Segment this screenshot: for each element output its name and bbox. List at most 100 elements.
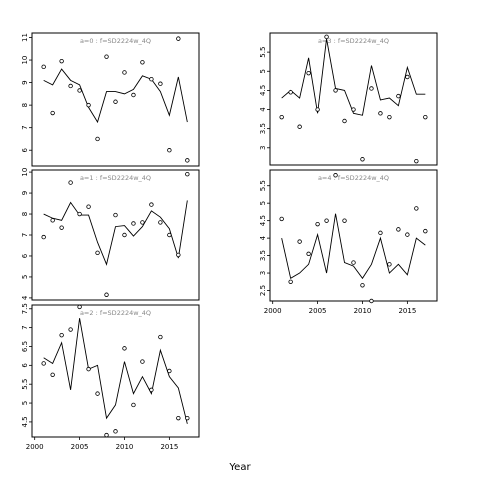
panel-4-point-16 [423,228,428,234]
panel-3-point-14 [405,74,410,80]
panel-0-point-3 [68,83,73,89]
panel-4-point-0 [279,216,284,222]
panel-0-point-14 [167,148,172,153]
panel-0-point-4 [77,88,82,93]
panel-1-ytick-label-1: 5 [21,275,29,279]
panel-2-frame [31,304,200,438]
panel-0-point-2 [59,58,64,64]
panel-1-point-10 [131,221,136,226]
panel-0-point-9 [122,70,127,75]
panel-2-point-15 [176,415,181,421]
panel-3-point-11 [378,111,383,116]
panel-0-ytick-label-4: 10 [21,56,29,65]
panel-0-fit-line [43,68,188,124]
panel-2-point-0 [41,361,46,366]
panel-0-point-10 [131,92,136,98]
panel-3-ytick-label-5: 5.5 [259,47,267,58]
panel-2-point-3 [68,327,73,332]
panel-0-ytick-label-0: 6 [21,147,29,152]
panel-2-point-11 [140,359,145,364]
panel-0-point-8 [113,99,118,104]
panel-4-xtick-label-1: 2005 [309,307,327,315]
panel-0-point-5 [86,102,91,108]
panel-3-point-12 [387,114,392,120]
panel-4-ytick-label-0: 2.5 [259,285,267,296]
panel-1-ytick-label-0: 4 [21,295,29,300]
panel-4-ytick-label-6: 5.5 [259,180,267,191]
panel-4: a=4 : f=SD2224w_4Q 2.5 3 3.5 4 4.5 5 5.5 2000 200… [259,169,438,315]
panel-3-point-1 [288,90,293,95]
panel-0-point-12 [149,77,154,82]
panel-4-point-7 [342,218,347,223]
panel-2-point-4 [77,304,82,310]
panel-2-ytick-label-1: 5 [21,401,29,405]
panel-2-point-7 [104,432,109,438]
panel-2-point-6 [95,391,100,396]
panel-2-title: a=2 : f=SD2224w_4Q [80,309,151,317]
panel-3-point-6 [333,88,338,93]
panel-2-ytick-label-2: 5.5 [21,379,29,390]
panel-1-ytick-label-4: 8 [21,212,29,216]
panel-1-point-4 [77,211,82,217]
panel-2-ytick-label-5: 7 [21,325,29,329]
panel-4-point-8 [351,260,356,265]
panel-1-point-3 [68,180,73,185]
panel-4-point-9 [360,283,365,288]
panel-2-xtick-label-2: 2010 [116,443,134,451]
panel-1-ytick-label-5: 9 [21,191,29,195]
panel-4-xtick-label-3: 2015 [398,307,416,315]
panel-2-xtick-label-1: 2005 [71,443,89,451]
panel-0-ytick-label-1: 7 [21,125,29,129]
panel-2-point-5 [86,366,91,372]
panel-1-ytick-label-3: 7 [21,233,29,237]
panel-4-ytick-label-3: 4 [259,235,267,240]
panel-4-point-2 [297,239,302,244]
panel-4-point-12 [387,262,392,267]
panel-0-point-6 [95,136,100,142]
panel-2-point-14 [167,368,172,374]
panel-1-ytick-label-2: 6 [21,253,29,258]
panel-2-fit-line [43,318,188,424]
panel-1-ytick-label-6: 10 [21,168,29,177]
panel-2-point-2 [59,332,64,338]
panel-3-point-9 [360,157,365,162]
panel-4-title: a=4 : f=SD2224w_4Q [318,174,389,182]
panel-3: a=3 : f=SD2224w_4Q 3 3.5 4 4.5 5 5.5 [259,32,438,166]
panel-2-point-13 [158,334,163,340]
panel-3-point-7 [342,118,347,124]
panel-0-point-1 [50,110,55,116]
panel-1-point-12 [149,202,154,207]
panel-1-point-15 [176,252,181,258]
panel-3-point-10 [369,86,374,91]
panel-1-point-13 [158,220,163,225]
panel-3-ytick-label-2: 4 [259,107,267,112]
panel-0: a=0 : f=SD2224w_4Q 6 7 8 9 10 11 [21,32,200,167]
panel-4-ytick-label-5: 5 [259,201,267,205]
panel-1-point-6 [95,250,100,256]
panel-4-point-6 [333,173,338,178]
panel-3-point-3 [306,70,311,76]
panel-1-point-9 [122,232,127,238]
panel-4-ytick-label-1: 3 [259,271,267,275]
panel-2-point-1 [50,372,55,377]
panel-1-point-2 [59,225,64,230]
panel-2-point-8 [113,429,118,434]
panel-1-point-14 [167,232,172,238]
panel-3-ytick-label-1: 3.5 [259,123,267,134]
panel-4-point-13 [396,227,401,232]
panel-0-point-0 [41,64,46,70]
panel-1-frame [31,169,200,301]
panel-0-point-15 [176,36,181,41]
panel-2-ytick-label-3: 6 [21,363,29,368]
panel-3-point-16 [423,114,428,120]
panel-4-xtick-label-0: 2000 [264,307,282,315]
panel-3-point-8 [351,107,356,112]
panel-0-point-7 [104,54,109,59]
panel-4-point-14 [405,232,410,237]
panel-3-point-15 [414,158,419,164]
panel-0-ytick-label-5: 11 [21,33,29,42]
panel-4-ytick-label-4: 4.5 [259,215,267,226]
panel-3-ytick-label-4: 5 [259,69,267,73]
panel-0-point-13 [158,81,163,86]
